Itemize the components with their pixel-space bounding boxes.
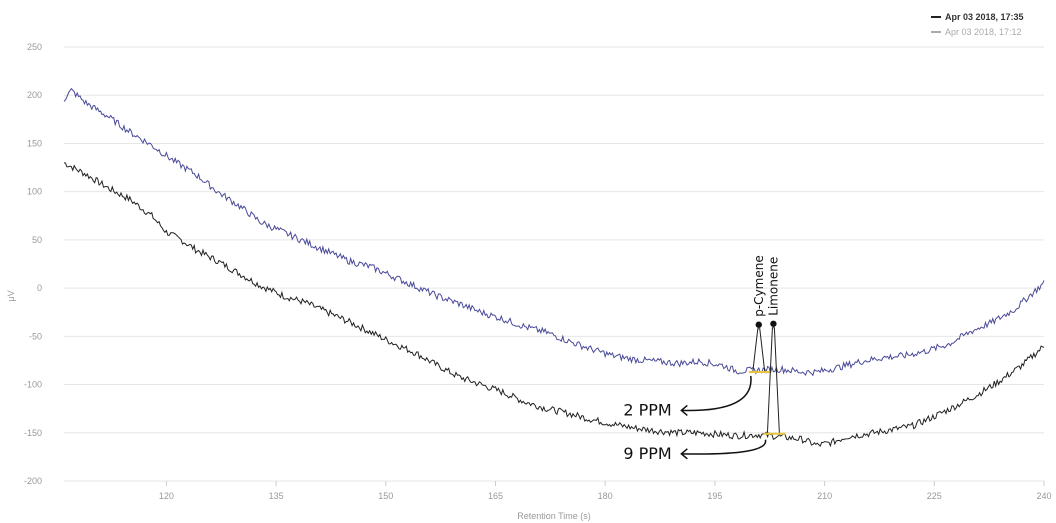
y-axis-title: μV [6,290,16,301]
legend[interactable]: Apr 03 2018, 17:35 Apr 03 2018, 17:12 [931,12,1024,37]
x-tick-label: 180 [598,491,613,501]
peak-2-label: Limonene [766,257,780,316]
y-tick-label: 100 [27,187,42,197]
y-tick-label: -100 [24,380,42,390]
legend-label-series-1: Apr 03 2018, 17:35 [945,12,1024,22]
x-tick-label: 195 [707,491,722,501]
peak-1-label: p-Cymene [752,255,766,317]
peak-1-spike [752,328,766,373]
series-line-1 [63,162,1045,448]
peak-2-spike [766,327,780,434]
series-line-2 [63,87,1045,377]
x-tick-label: 240 [1036,491,1051,501]
y-tick-label: 0 [37,283,42,293]
legend-label-series-2: Apr 03 2018, 17:12 [945,27,1022,37]
peak-markers: p-Cymene Limonene [748,255,786,435]
x-tick-label: 120 [159,491,174,501]
annotation-2-arrow [681,439,767,455]
y-tick-label: 200 [27,90,42,100]
peak-1-marker [755,321,762,328]
y-tick-label: 50 [32,235,42,245]
x-tick-label: 150 [378,491,393,501]
y-tick-label: -50 [29,331,42,341]
x-tick-label: 210 [817,491,832,501]
x-axis-title: Retention Time (s) [517,511,591,521]
y-axis-ticks: -200 -150 -100 -50 0 50 100 150 200 250 [24,42,42,486]
annotation-2-arrowhead [680,448,688,460]
x-tick-label: 225 [927,491,942,501]
legend-item-series-1[interactable]: Apr 03 2018, 17:35 [931,12,1024,22]
x-tick-label: 165 [488,491,503,501]
peak-2-marker [770,320,777,327]
legend-item-series-2[interactable]: Apr 03 2018, 17:12 [931,27,1022,37]
handwritten-annotations: 2 PPM 9 PPM [623,375,767,463]
grid-lines [64,46,1044,482]
series-lines [63,87,1045,448]
y-tick-label: -200 [24,476,42,486]
x-axis-ticks: 120 135 150 165 180 195 210 225 240 [159,481,1052,501]
y-tick-label: 250 [27,42,42,52]
y-tick-label: 150 [27,138,42,148]
annotation-1: 2 PPM [623,400,671,419]
annotation-2: 9 PPM [623,444,671,463]
y-tick-label: -150 [24,428,42,438]
annotation-1-arrowhead [680,404,688,416]
x-tick-label: 135 [269,491,284,501]
annotation-1-arrow [681,375,752,412]
